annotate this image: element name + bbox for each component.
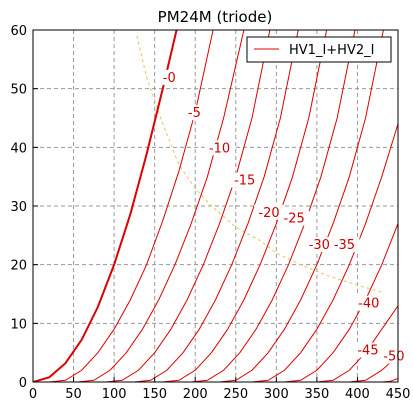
- curve-label-bg: [183, 105, 206, 121]
- curve-label: -0: [163, 71, 176, 86]
- curve-label: -50: [383, 350, 404, 365]
- chart-title: PM24M (triode): [158, 8, 273, 26]
- curve-label-bg: [204, 140, 235, 156]
- curve-label-bg: [158, 69, 181, 85]
- y-tick-label: 20: [10, 259, 27, 274]
- curve-label-bg: [229, 172, 260, 188]
- grid-lines: [33, 30, 398, 382]
- legend: HV1_I+HV2_I: [246, 36, 392, 63]
- curve-label: -20: [258, 206, 279, 221]
- y-tick-label: 50: [10, 83, 27, 98]
- x-tick-label: 150: [142, 387, 167, 402]
- series-line: [381, 378, 398, 382]
- x-tick-label: 0: [29, 387, 37, 402]
- x-tick-label: 250: [223, 387, 248, 402]
- series-line: [49, 30, 214, 382]
- series-line: [251, 123, 398, 382]
- axis-ticks: 0 50 100 150 200 250 300 350 400 450 0 10 20 30 40 50 60: [10, 24, 410, 402]
- y-tick-label: 40: [10, 141, 27, 156]
- curve-label-bg: [304, 237, 335, 253]
- curve-labels: -0 -5 -10 -15 -20 -25 -30 -35 -40 -45 -50: [158, 69, 409, 365]
- curve-label: -35: [334, 238, 355, 253]
- series-line: [191, 30, 356, 382]
- x-tick-label: 400: [345, 387, 370, 402]
- curve-label-bg: [279, 210, 310, 226]
- curve-label: -10: [209, 141, 230, 156]
- curve-label-bg: [378, 348, 409, 364]
- curve-label: -15: [234, 174, 255, 189]
- x-tick-label: 50: [65, 387, 82, 402]
- curve-label: -30: [309, 238, 330, 253]
- series-line: [105, 30, 271, 382]
- x-tick-label: 300: [264, 387, 289, 402]
- x-tick-label: 200: [183, 387, 208, 402]
- y-tick-label: 30: [10, 200, 27, 215]
- series-line: [219, 30, 384, 382]
- series-line: [162, 30, 328, 382]
- x-tick-label: 100: [102, 387, 127, 402]
- dissipation-line: [136, 35, 382, 293]
- x-tick-label: 350: [304, 387, 329, 402]
- series-line: [134, 30, 299, 382]
- y-tick-label: 60: [10, 24, 27, 39]
- curve-label: -45: [357, 344, 378, 359]
- y-tick-label: 0: [19, 376, 27, 391]
- x-tick-label: 450: [386, 387, 411, 402]
- curve-label-bg: [329, 237, 360, 253]
- curve-label-bg: [254, 204, 285, 220]
- series-line: [33, 30, 178, 382]
- curve-label-bg: [352, 342, 383, 358]
- series-line: [316, 305, 398, 382]
- series-line: [77, 30, 245, 382]
- curve-label: -25: [284, 212, 305, 227]
- y-tick-label: 10: [10, 317, 27, 332]
- curve-label-bg: [353, 295, 384, 311]
- legend-entry: HV1_I+HV2_I: [289, 43, 374, 58]
- curve-label: -40: [358, 297, 379, 312]
- series-line: [284, 223, 398, 382]
- plate-curves: [33, 30, 398, 382]
- dissipation-curve: [136, 35, 382, 293]
- curve-label: -5: [188, 106, 201, 121]
